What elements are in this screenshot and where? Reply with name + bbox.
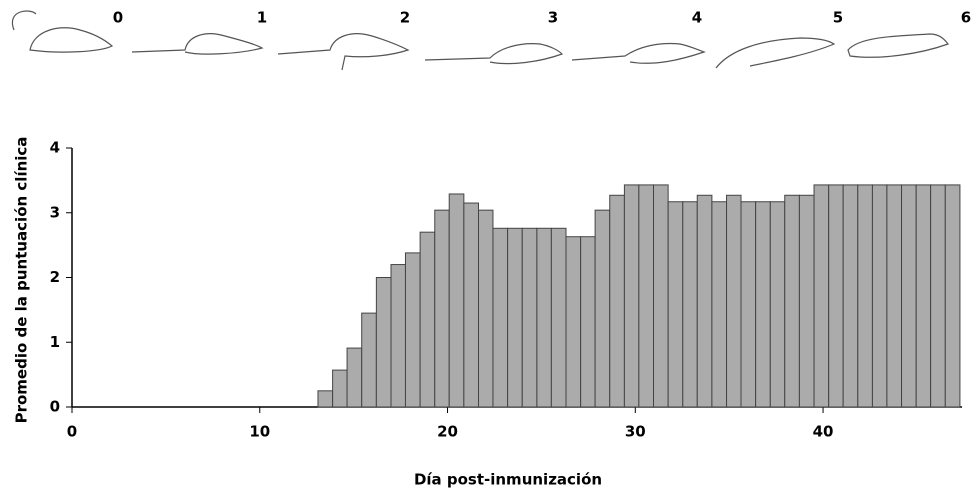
bar [769,201,786,408]
x-axis-label: Día post-inmunización [414,471,602,489]
score-label: 3 [548,9,558,27]
bar [332,369,348,408]
bar [361,312,377,408]
y-tick-label: 4 [50,139,60,157]
bar [871,184,888,408]
bar [857,184,873,408]
x-tick-label: 20 [437,423,458,441]
bar [448,193,465,408]
bar [478,209,494,408]
bar [419,231,436,408]
bar [755,201,771,408]
bar [390,264,406,408]
y-axis-label: Promedio de la puntuación clínica [13,137,31,424]
score-label: 4 [692,9,702,27]
y-tick-label: 1 [50,333,60,351]
score-label: 6 [961,9,971,27]
bar [609,194,625,408]
bar [667,201,684,408]
bar [798,194,815,408]
bar [507,227,523,408]
rat-illustrations [11,10,949,71]
bar [317,390,334,408]
y-tick-label: 0 [50,398,60,416]
bar [521,227,538,408]
bar [740,201,757,408]
x-tick-label: 0 [67,423,77,441]
bar [594,209,611,408]
score-label: 5 [833,9,843,27]
bar [638,184,655,408]
bar [813,184,830,408]
x-tick-label: 40 [813,423,834,441]
score-label: 0 [113,9,123,27]
bar [915,184,932,408]
score-label: 1 [257,9,267,27]
bar [726,194,742,408]
y-tick-label: 3 [50,203,60,221]
bar [886,184,903,408]
bar [463,202,480,408]
bar [346,347,363,408]
x-tick-label: 10 [249,423,270,441]
bar [682,201,698,408]
score-label: 2 [400,9,410,27]
bar [944,184,961,408]
bar [434,209,450,408]
bar [565,236,582,408]
bar [623,184,640,408]
bar [696,194,713,408]
bar [550,227,567,408]
bar [404,252,421,408]
x-tick-label: 30 [625,423,646,441]
bar [653,184,669,408]
bar [580,236,596,408]
bar [536,227,552,408]
y-tick-label: 2 [50,268,60,286]
bar [711,201,728,408]
bar [842,184,859,408]
bar [930,184,946,408]
bar [375,277,392,408]
bar [828,184,844,408]
bar [492,227,509,408]
bar [784,194,800,408]
bar [901,184,917,408]
